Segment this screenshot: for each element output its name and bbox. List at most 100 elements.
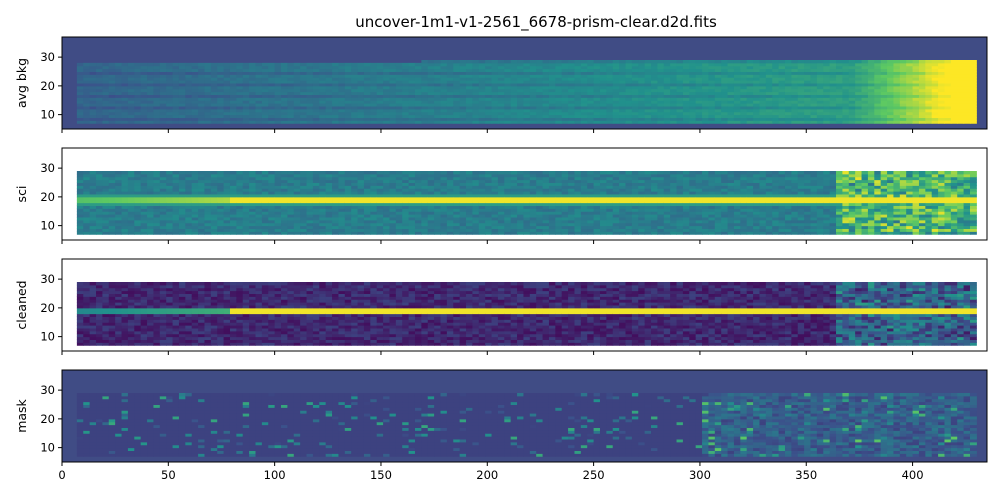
pixel-block	[944, 91, 952, 95]
pixel-block	[217, 103, 225, 107]
pixel-block	[268, 176, 276, 181]
pixel-block	[319, 71, 327, 75]
pixel-block	[96, 228, 103, 232]
pixel-block	[370, 94, 378, 98]
pixel-block	[587, 191, 595, 195]
pixel-block	[217, 191, 225, 195]
pixel-block	[153, 74, 161, 78]
pixel-block	[312, 106, 320, 110]
pixel-block	[459, 108, 467, 113]
pixel-block	[619, 94, 627, 98]
pixel-block	[414, 100, 422, 104]
pixel-block	[281, 222, 288, 227]
pixel-block	[612, 185, 620, 189]
pixel-block	[268, 117, 276, 121]
pixel-block	[127, 202, 135, 206]
pixel-block	[408, 103, 416, 107]
pixel-block	[217, 74, 225, 78]
pixel-block	[408, 71, 416, 75]
pixel-block	[957, 100, 965, 104]
pixel-block	[593, 211, 601, 215]
pixel-block	[606, 217, 614, 221]
pixel-block	[497, 222, 505, 227]
pixel-block	[185, 117, 193, 121]
pixel-block	[727, 120, 735, 124]
pixel-block	[587, 228, 595, 232]
pixel-block	[102, 77, 110, 81]
pixel-block	[223, 179, 231, 183]
pixel-block	[332, 100, 339, 104]
pixel-block	[255, 196, 263, 201]
pixel-block	[478, 74, 486, 78]
pixel-block	[408, 217, 416, 221]
pixel-block	[491, 106, 499, 110]
pixel-block	[274, 173, 282, 178]
pixel-block	[389, 94, 397, 98]
pixel-block	[599, 182, 607, 186]
pixel-block	[389, 199, 397, 204]
pixel-block	[287, 185, 295, 189]
pixel-block	[536, 94, 544, 98]
pixel-block	[676, 85, 684, 90]
pixel-block	[268, 185, 276, 189]
pixel-block	[217, 173, 225, 178]
pixel-block	[319, 77, 327, 81]
pixel-block	[504, 60, 512, 64]
pixel-block	[434, 217, 442, 221]
pixel-block	[395, 97, 403, 101]
pixel-block	[925, 65, 933, 70]
pixel-block	[204, 205, 212, 209]
pixel-block	[612, 91, 620, 95]
pixel-block	[370, 217, 378, 221]
pixel-block	[472, 80, 480, 84]
pixel-block	[733, 85, 741, 90]
pixel-block	[376, 231, 384, 235]
pixel-block	[593, 117, 601, 121]
pixel-block	[191, 74, 199, 78]
pixel-block	[134, 191, 142, 195]
pixel-block	[108, 94, 116, 98]
pixel-block	[242, 199, 250, 204]
pixel-block	[466, 222, 473, 227]
pixel-block	[510, 191, 518, 195]
pixel-block	[599, 176, 607, 181]
pixel-block	[957, 111, 965, 116]
pixel-block	[453, 231, 461, 235]
pixel-block	[491, 228, 499, 232]
pixel-block	[721, 85, 729, 90]
pixel-block	[810, 77, 818, 81]
pixel-block	[115, 179, 123, 183]
pixel-block	[236, 108, 244, 113]
pixel-block	[198, 94, 205, 98]
pixel-block	[606, 202, 614, 206]
pixel-block	[606, 120, 614, 124]
pixel-block	[702, 88, 709, 93]
pixel-block	[338, 83, 346, 87]
pixel-block	[459, 91, 467, 95]
pixel-block	[472, 62, 480, 67]
pixel-block	[306, 205, 314, 209]
pixel-block	[210, 74, 218, 78]
pixel-block	[536, 185, 544, 189]
pixel-block	[198, 222, 205, 227]
pixel-block	[676, 94, 684, 98]
pixel-block	[217, 185, 225, 189]
pixel-block	[121, 114, 129, 118]
pixel-block	[599, 88, 607, 93]
pixel-block	[568, 103, 575, 107]
pixel-block	[638, 106, 646, 110]
pixel-block	[427, 91, 435, 95]
pixel-block	[325, 65, 333, 70]
pixel-block	[504, 173, 512, 178]
pixel-block	[453, 171, 461, 175]
pixel-block	[727, 88, 735, 93]
pixel-block	[497, 74, 505, 78]
pixel-block	[612, 120, 620, 124]
pixel-block	[102, 85, 110, 90]
pixel-block	[657, 97, 665, 101]
pixel-block	[357, 185, 365, 189]
pixel-block	[414, 176, 422, 181]
pixel-block	[249, 83, 257, 87]
pixel-block	[293, 171, 301, 175]
pixel-block	[376, 65, 384, 70]
